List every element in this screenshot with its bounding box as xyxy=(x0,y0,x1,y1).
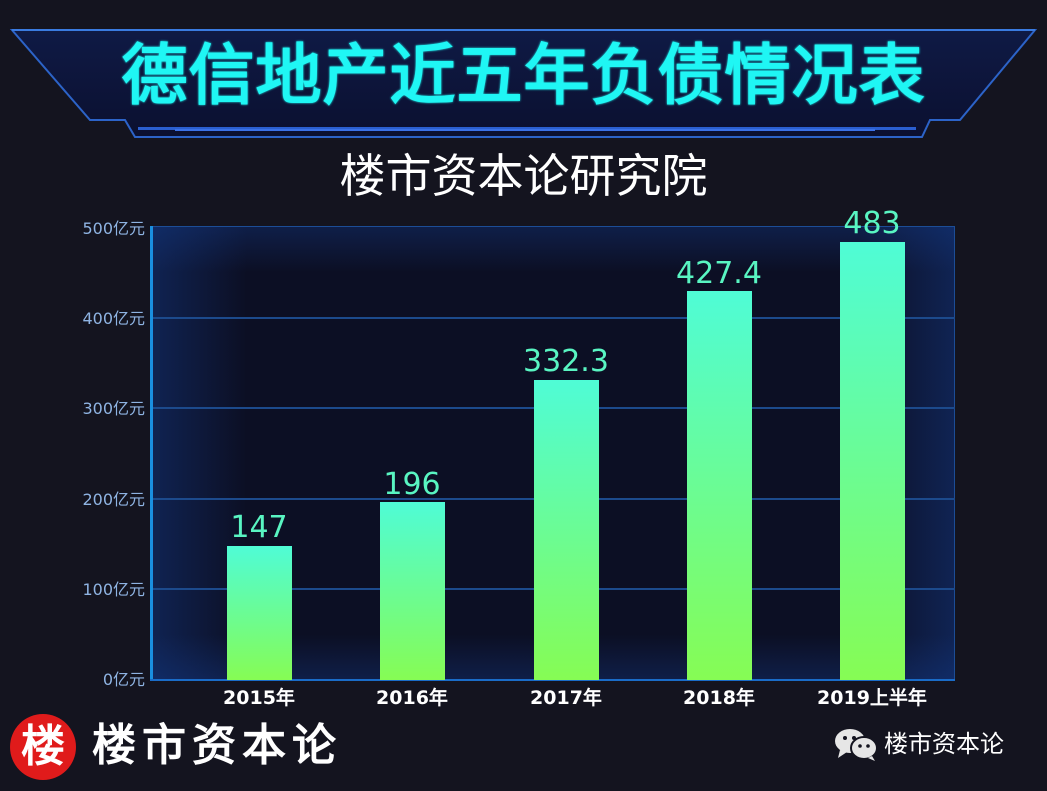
x-tick-2016: 2016年 xyxy=(376,687,448,709)
y-tick-500: 500亿元 xyxy=(82,219,145,238)
wechat-account-name: 楼市资本论 xyxy=(884,730,1004,758)
bar-2016 xyxy=(380,502,445,680)
bar-value-2017: 332.3 xyxy=(523,344,609,379)
bar-2015 xyxy=(227,546,292,680)
x-tick-2017: 2017年 xyxy=(530,687,602,709)
x-axis xyxy=(150,679,955,681)
bar-value-2015: 147 xyxy=(230,510,288,545)
y-tick-200: 200亿元 xyxy=(82,490,145,509)
chart-title: 德信地产近五年负债情况表 xyxy=(121,37,926,114)
x-tick-2019h1: 2019上半年 xyxy=(817,687,927,709)
y-axis xyxy=(150,226,153,681)
title-banner-frame xyxy=(9,29,1038,138)
bar-2019h1 xyxy=(840,242,905,680)
y-tick-400: 400亿元 xyxy=(82,309,145,328)
bar-2018 xyxy=(687,291,752,680)
wechat-icon xyxy=(835,729,878,761)
bar-value-2018: 427.4 xyxy=(676,256,762,291)
gridline-400 xyxy=(153,317,955,319)
bar-2017 xyxy=(534,380,599,680)
y-tick-100: 100亿元 xyxy=(82,580,145,599)
y-tick-0: 0亿元 xyxy=(102,670,145,689)
chart-subtitle: 楼市资本论研究院 xyxy=(339,149,708,203)
x-tick-2018: 2018年 xyxy=(683,687,755,709)
brand-name: 楼市资本论 xyxy=(92,720,342,771)
x-tick-2015: 2015年 xyxy=(223,687,295,709)
y-tick-300: 300亿元 xyxy=(82,399,145,418)
bar-value-2016: 196 xyxy=(383,467,441,502)
brand-logo-icon: 楼 xyxy=(10,714,76,780)
bar-value-2019h1: 483 xyxy=(843,206,901,241)
